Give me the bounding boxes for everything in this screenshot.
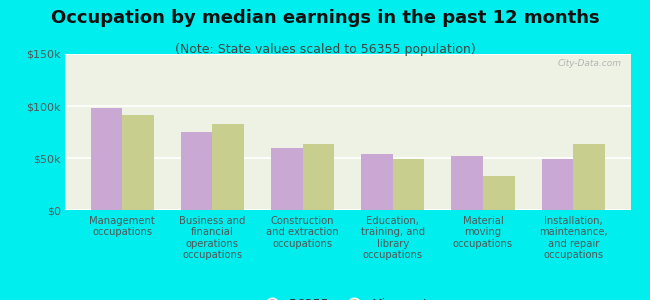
Bar xyxy=(573,145,604,210)
Bar xyxy=(393,159,424,210)
Bar xyxy=(541,159,573,210)
Bar xyxy=(122,116,154,210)
Text: City-Data.com: City-Data.com xyxy=(558,59,622,68)
Legend: 56355, Minnesota: 56355, Minnesota xyxy=(254,293,441,300)
Text: (Note: State values scaled to 56355 population): (Note: State values scaled to 56355 popu… xyxy=(175,44,475,56)
Bar xyxy=(483,176,515,210)
Bar xyxy=(361,154,393,210)
Bar xyxy=(452,156,483,210)
Bar xyxy=(271,148,303,210)
Bar xyxy=(213,124,244,210)
Bar xyxy=(303,145,334,210)
Bar xyxy=(181,132,213,210)
Text: Occupation by median earnings in the past 12 months: Occupation by median earnings in the pas… xyxy=(51,9,599,27)
Bar xyxy=(91,108,122,210)
